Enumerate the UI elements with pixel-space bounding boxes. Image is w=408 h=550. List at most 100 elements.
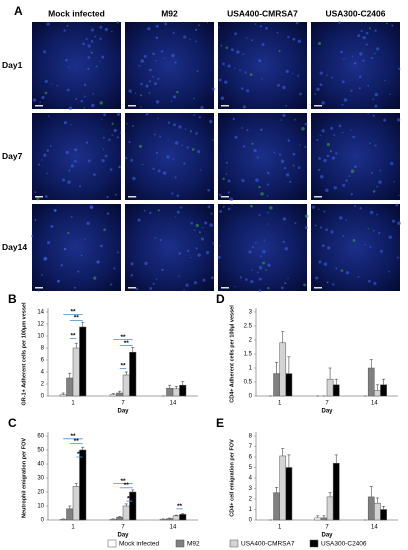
micrograph-speck	[181, 144, 184, 147]
x-axis-label: Day	[117, 409, 129, 415]
bar: USA400-CMRSA7	[72, 486, 80, 521]
y-tick-label: 0.5	[244, 380, 253, 386]
micrograph-speck	[299, 144, 301, 146]
micrograph-speck	[70, 164, 75, 168]
panel-label: D	[216, 292, 225, 306]
micrograph-speck	[242, 145, 246, 148]
bar: USA300-C2406	[285, 467, 293, 521]
micrograph-speck	[365, 31, 369, 35]
micrograph-speck	[230, 48, 234, 52]
micrograph-speck	[345, 179, 348, 182]
micrograph-speck	[266, 183, 269, 186]
micrograph-speck	[41, 274, 43, 276]
bar: USA300-C2406	[285, 373, 293, 397]
micrograph-speck	[89, 205, 94, 209]
micrograph-speck	[301, 127, 305, 131]
micrograph-speck	[304, 122, 308, 126]
micrograph-speck	[154, 237, 157, 239]
x-tick-label: 14	[371, 525, 378, 531]
micrograph-speck	[66, 25, 69, 27]
micrograph-speck	[365, 43, 368, 46]
micrograph-speck	[73, 159, 77, 163]
micrograph-speck	[297, 74, 300, 77]
micrograph-speck	[285, 104, 288, 107]
significance-label: **	[124, 482, 130, 489]
micrograph-speck	[321, 244, 325, 248]
micrograph-speck	[333, 134, 336, 137]
micrograph-speck	[218, 26, 220, 29]
micrograph-speck	[345, 271, 350, 275]
micrograph-speck	[110, 283, 113, 286]
micrograph-speck	[113, 128, 117, 133]
micrograph-speck	[155, 100, 160, 104]
micrograph-speck	[108, 138, 111, 142]
micrograph-speck	[352, 239, 356, 242]
micrograph-speck	[48, 115, 50, 118]
micrograph-speck	[99, 37, 102, 41]
micrograph-speck	[292, 164, 295, 167]
y-tick-label: 2	[249, 338, 253, 344]
micrograph-speck	[262, 261, 266, 265]
micrograph-speck	[368, 279, 371, 283]
y-tick-label: 12	[37, 322, 44, 328]
micrograph-speck	[340, 269, 344, 272]
micrograph-speck	[166, 155, 170, 159]
scale-bar	[35, 287, 43, 289]
micrograph-speck	[90, 40, 94, 43]
micrograph-speck	[39, 101, 41, 104]
micrograph-speck	[46, 172, 48, 175]
micrograph-speck	[225, 46, 229, 50]
significance-label: **	[74, 438, 80, 445]
micrograph-speck	[378, 180, 382, 184]
micrograph-speck	[244, 71, 247, 74]
micrograph-speck	[101, 158, 105, 163]
micrograph	[311, 113, 400, 200]
micrograph-speck	[155, 59, 157, 62]
micrograph-speck	[284, 246, 289, 251]
micrograph-speck	[222, 205, 225, 208]
micrograph-speck	[255, 178, 259, 183]
bar: Mock infected	[109, 519, 117, 521]
micrograph-speck	[63, 247, 67, 251]
micrograph-speck	[222, 62, 225, 66]
micrograph-speck	[369, 142, 371, 145]
micrograph-speck	[116, 21, 119, 24]
y-tick-label: 50	[37, 448, 44, 454]
legend-swatch	[175, 539, 185, 548]
scale-bar	[221, 105, 229, 107]
micrograph-speck	[42, 50, 46, 54]
micrograph-speck	[153, 82, 157, 86]
micrograph-speck	[200, 237, 205, 241]
micrograph-speck	[357, 276, 360, 278]
micrograph-speck	[323, 210, 326, 213]
micrograph-speck	[354, 205, 357, 208]
column-header: M92	[161, 8, 178, 18]
micrograph-speck	[90, 28, 94, 32]
micrograph-speck	[157, 77, 160, 81]
micrograph	[32, 204, 121, 291]
micrograph-speck	[157, 117, 159, 120]
micrograph-speck	[376, 47, 380, 51]
micrograph-speck	[285, 173, 290, 177]
micrograph-speck	[362, 36, 366, 40]
y-axis-label: GR-1+ Adherent cells per 100μm vessel	[21, 302, 27, 405]
column-header: USA300-C2406	[325, 8, 385, 18]
significance-label: **	[120, 334, 126, 341]
micrograph-speck	[319, 226, 323, 229]
micrograph-speck	[83, 83, 87, 87]
micrograph-speck	[276, 32, 279, 34]
bar: Mock infected	[159, 519, 167, 521]
micrograph-speck	[225, 161, 228, 164]
y-axis-label: Neutrophil emigration per FOV	[21, 438, 27, 518]
micrograph-speck	[362, 59, 365, 62]
y-tick-label: 40	[37, 462, 44, 468]
micrograph-speck	[161, 268, 164, 272]
micrograph-speck	[212, 139, 214, 141]
micrograph-speck	[202, 226, 204, 229]
micrograph-speck	[250, 280, 254, 284]
y-tick-label: 5	[249, 465, 253, 471]
x-tick-label: 14	[170, 525, 177, 531]
micrograph-speck	[258, 185, 261, 189]
micrograph-speck	[295, 21, 299, 25]
micrograph-speck	[341, 103, 344, 106]
